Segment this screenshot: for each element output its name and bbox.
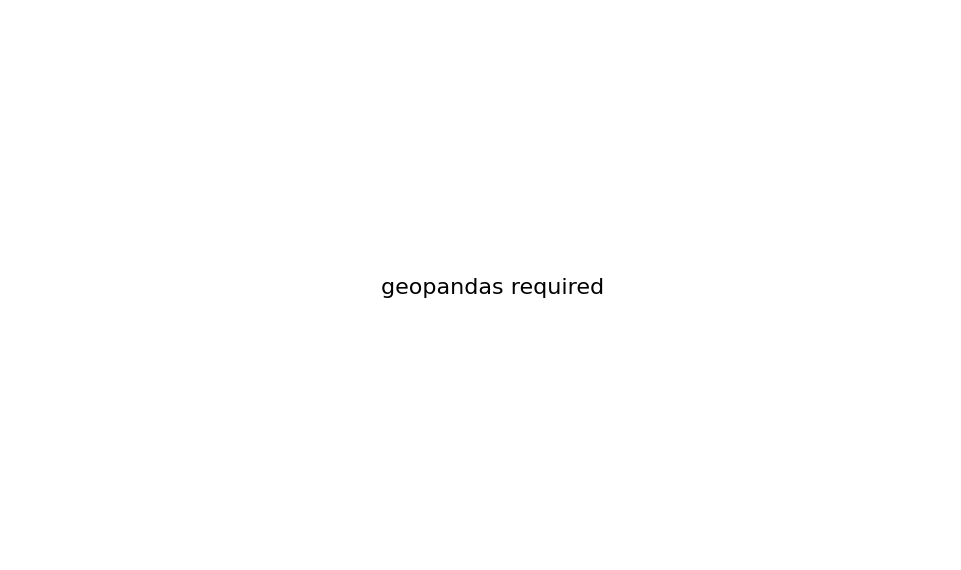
- Text: geopandas required: geopandas required: [382, 278, 604, 298]
